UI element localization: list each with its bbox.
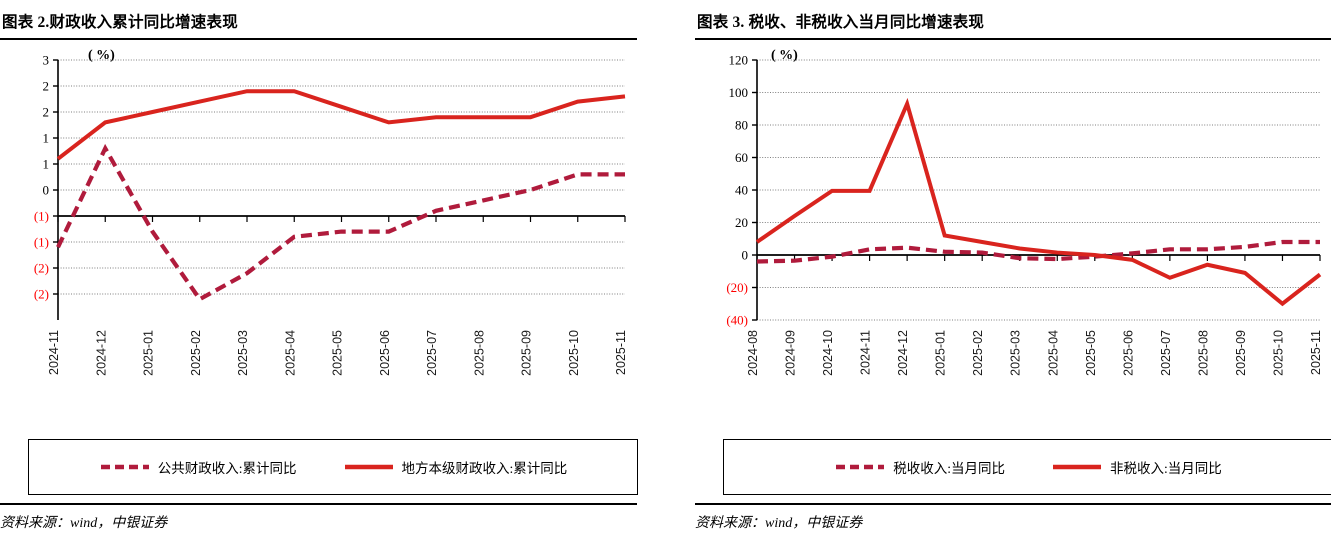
- x-tick-label: 2025-02: [971, 330, 985, 376]
- figure-2-footer-rule: [0, 503, 637, 505]
- x-tick-label: 2025-06: [1121, 330, 1135, 376]
- x-tick-label: 2025-11: [614, 330, 628, 375]
- x-tick-label: 2024-08: [746, 330, 760, 376]
- x-tick-label: 2025-07: [425, 330, 439, 376]
- y-tick-label: (1): [34, 209, 49, 224]
- figure-3-source: 资料来源：wind，中银证券: [695, 516, 863, 531]
- figure-2-chart: 3 2 2 1 1 0 (1) (1) (2) (2) 2024-11 2024-12 2025-01 2…: [0, 44, 640, 439]
- y-tick-label: (2): [34, 261, 49, 276]
- x-tick-label: 2025-10: [567, 330, 581, 376]
- y-tick-label: (20): [726, 280, 748, 295]
- figure-2-title-rule: [0, 38, 637, 40]
- figure-3-footer: 资料来源：wind，中银证券: [695, 503, 1331, 532]
- x-tick-label: 2025-04: [1046, 330, 1060, 376]
- solid-line-swatch: [1053, 464, 1101, 470]
- x-tick-label: 2025-06: [378, 330, 392, 376]
- x-tick-label: 2024-12: [896, 330, 910, 376]
- y-tick-label: 1: [43, 131, 50, 146]
- x-tick-label: 2025-01: [934, 330, 948, 376]
- figure-3-svg: 120 100 80 60 40 20 0 (20) (40) 2024-08 2024-09 202…: [726, 48, 1323, 376]
- unit-label: ( %): [771, 48, 798, 63]
- y-tick-label: 100: [729, 85, 749, 100]
- y-tick-label: 40: [735, 183, 748, 198]
- figure-3-panel: 图表 3. 税收、非税收入当月同比增速表现 120 100 80 60 40 20 0 (20…: [665, 0, 1331, 533]
- y-tick-label: (40): [726, 313, 748, 328]
- y-tick-label: (2): [34, 287, 49, 302]
- y-tick-label: 120: [729, 53, 749, 68]
- y-tick-label: 80: [735, 118, 748, 133]
- x-tick-label: 2024-09: [784, 330, 798, 376]
- x-tick-label: 2025-02: [189, 330, 203, 376]
- y-tick-label: 60: [735, 150, 748, 165]
- x-tick-label: 2024-10: [821, 330, 835, 376]
- figure-2-panel: 图表 2.财政收入累计同比增速表现 3 2 2 1 1 0 (1) (1) (2) (2) 2024…: [0, 0, 665, 533]
- y-tick-label: 2: [43, 105, 50, 120]
- y-tick-label: (1): [34, 235, 49, 250]
- x-tick-label: 2025-03: [1009, 330, 1023, 376]
- y-tick-label: 1: [43, 157, 50, 172]
- x-tick-label: 2025-07: [1159, 330, 1173, 376]
- series-line-solid: [56, 89, 626, 161]
- legend-item-public-fiscal-revenue: 公共财政收入:累计同比: [99, 457, 297, 477]
- figure-2-footer: 资料来源：wind，中银证券: [0, 503, 637, 532]
- solid-line-swatch: [344, 464, 393, 470]
- x-tick-label: 2024-11: [47, 330, 61, 375]
- figure-2-legend: 公共财政收入:累计同比 地方本级财政收入:累计同比: [28, 439, 638, 495]
- dashed-line-swatch: [836, 464, 885, 470]
- legend-label-local-fiscal-revenue: 地方本级财政收入:累计同比: [401, 461, 568, 476]
- unit-label: ( %): [88, 48, 115, 63]
- figure-3-footer-rule: [695, 503, 1331, 505]
- x-tick-label: 2024-11: [859, 330, 873, 375]
- y-tick-label: 0: [742, 248, 749, 263]
- y-tick-label: 20: [735, 215, 748, 230]
- x-tick-label: 2025-01: [142, 330, 156, 376]
- figure-3-title: 图表 3. 税收、非税收入当月同比增速表现: [697, 14, 985, 31]
- x-tick-label: 2025-03: [236, 330, 250, 376]
- legend-item-nontax-revenue: 非税收入:当月同比: [1051, 457, 1222, 477]
- figure-3-title-rule: [695, 38, 1331, 40]
- legend-item-tax-revenue: 税收收入:当月同比: [834, 457, 1005, 477]
- figure-2-title: 图表 2.财政收入累计同比增速表现: [2, 14, 238, 31]
- x-tick-label: 2025-04: [283, 330, 297, 376]
- series-line-dashed: [756, 239, 1320, 264]
- y-tick-label: 0: [43, 183, 50, 198]
- x-tick-label: 2025-08: [472, 330, 486, 376]
- x-tick-label: 2025-09: [520, 330, 534, 376]
- figure-2-source: 资料来源：wind，中银证券: [0, 516, 168, 531]
- y-tick-label: 2: [43, 79, 50, 94]
- x-tick-label: 2025-05: [331, 330, 345, 376]
- legend-item-local-fiscal-revenue: 地方本级财政收入:累计同比: [343, 457, 568, 477]
- x-tick-label: 2025-05: [1084, 330, 1098, 376]
- series-line-dashed: [56, 143, 625, 302]
- x-tick-label: 2025-10: [1271, 330, 1285, 376]
- x-tick-label: 2025-11: [1309, 330, 1323, 375]
- dashed-line-swatch: [100, 464, 149, 470]
- legend-label-tax-revenue: 税收收入:当月同比: [893, 461, 1005, 476]
- legend-label-public-fiscal-revenue: 公共财政收入:累计同比: [157, 461, 297, 476]
- figure-3-legend: 税收收入:当月同比 非税收入:当月同比: [723, 439, 1331, 495]
- x-tick-label: 2025-09: [1234, 330, 1248, 376]
- legend-label-nontax-revenue: 非税收入:当月同比: [1110, 461, 1222, 476]
- series-line-solid: [755, 97, 1322, 307]
- figure-2-svg: 3 2 2 1 1 0 (1) (1) (2) (2) 2024-11 2024-12 2025-01 2…: [34, 48, 628, 376]
- figure-3-chart: 120 100 80 60 40 20 0 (20) (40) 2024-08 2024-09 202…: [695, 44, 1331, 439]
- y-tick-label: 3: [43, 53, 50, 68]
- x-tick-label: 2024-12: [94, 330, 108, 376]
- x-tick-label: 2025-08: [1196, 330, 1210, 376]
